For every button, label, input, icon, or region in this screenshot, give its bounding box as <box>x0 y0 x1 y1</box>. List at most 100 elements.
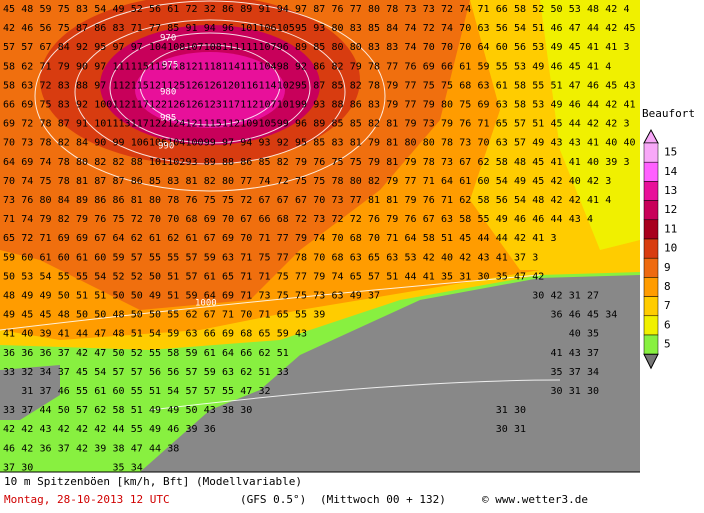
grid-value: 95 <box>295 80 307 91</box>
grid-value: 50 <box>149 310 161 321</box>
grid-value: 106 <box>149 138 167 149</box>
grid-value: 41 <box>605 42 617 53</box>
grid-value: 67 <box>240 214 252 225</box>
grid-value: 87 <box>58 119 70 130</box>
grid-value: 46 <box>569 100 581 111</box>
grid-value: 45 <box>21 310 33 321</box>
grid-value: 56 <box>40 23 52 34</box>
grid-value: 107 <box>259 42 277 53</box>
grid-value: 86 <box>94 23 106 34</box>
grid-value: 64 <box>3 157 15 168</box>
grid-value: 78 <box>58 176 70 187</box>
grid-value: 73 <box>441 157 453 168</box>
grid-value: 80 <box>222 176 234 187</box>
grid-value: 50 <box>131 291 143 302</box>
grid-value: 71 <box>3 214 15 225</box>
grid-value: 82 <box>58 138 70 149</box>
grid-value: 78 <box>40 119 52 130</box>
grid-value: 67 <box>40 42 52 53</box>
isobar-label: 990 <box>158 142 174 152</box>
grid-value: 45 <box>40 310 52 321</box>
grid-value: 61 <box>167 4 179 15</box>
grid-value: 76 <box>405 214 417 225</box>
grid-value: 79 <box>40 214 52 225</box>
grid-value: 54 <box>94 271 106 282</box>
grid-value: 68 <box>350 233 362 244</box>
grid-value: 72 <box>277 176 289 187</box>
grid-value: 81 <box>186 176 198 187</box>
grid-value: 85 <box>350 119 362 130</box>
grid-value: 59 <box>277 329 289 340</box>
grid-value: 121 <box>149 80 167 91</box>
grid-value: 79 <box>295 157 307 168</box>
grid-value: 62 <box>240 367 252 378</box>
grid-value: 3 <box>551 233 557 244</box>
grid-value: 51 <box>149 386 161 397</box>
grid-value: 54 <box>167 386 179 397</box>
grid-value: 78 <box>368 61 380 72</box>
grid-value: 27 <box>587 291 599 302</box>
grid-value: 37 <box>3 462 15 473</box>
grid-value: 121 <box>186 119 204 130</box>
grid-value: 81 <box>386 195 398 206</box>
grid-value: 108 <box>204 42 222 53</box>
grid-value: 61 <box>76 252 88 263</box>
grid-value: 86 <box>131 176 143 187</box>
grid-value: 69 <box>222 329 234 340</box>
grid-value: 82 <box>350 80 362 91</box>
grid-value: 84 <box>386 23 398 34</box>
grid-value: 57 <box>76 405 88 416</box>
grid-value: 88 <box>332 100 344 111</box>
grid-value: 81 <box>386 157 398 168</box>
grid-value: 77 <box>240 176 252 187</box>
grid-value: 84 <box>58 195 70 206</box>
grid-value: 71 <box>240 252 252 263</box>
grid-value: 31 <box>569 386 581 397</box>
grid-value: 49 <box>21 291 33 302</box>
grid-value: 63 <box>441 214 453 225</box>
grid-value: 62 <box>459 195 471 206</box>
grid-value: 31 <box>496 405 508 416</box>
grid-value: 63 <box>478 80 490 91</box>
grid-value: 43 <box>569 348 581 359</box>
grid-value: 31 <box>21 386 33 397</box>
grid-value: 104 <box>167 138 185 149</box>
grid-value: 54 <box>514 23 526 34</box>
grid-value: 87 <box>313 80 325 91</box>
grid-value: 41 <box>532 233 544 244</box>
grid-value: 97 <box>94 61 106 72</box>
grid-value: 92 <box>76 100 88 111</box>
grid-value: 68 <box>240 329 252 340</box>
grid-value: 70 <box>441 42 453 53</box>
grid-value: 118 <box>204 61 222 72</box>
grid-value: 63 <box>496 138 508 149</box>
grid-value: 104 <box>149 42 167 53</box>
grid-value: 54 <box>496 176 508 187</box>
grid-value: 3 <box>624 42 630 53</box>
grid-value: 79 <box>368 157 380 168</box>
grid-value: 77 <box>405 100 417 111</box>
grid-value: 115 <box>204 119 222 130</box>
legend-swatch <box>643 200 659 221</box>
grid-value: 39 <box>94 443 106 454</box>
grid-value: 4 <box>605 195 611 206</box>
grid-value: 74 <box>259 176 271 187</box>
legend-swatch <box>643 257 659 278</box>
grid-value: 65 <box>259 329 271 340</box>
grid-value: 92 <box>76 42 88 53</box>
grid-value: 93 <box>186 157 198 168</box>
grid-value: 41 <box>587 138 599 149</box>
grid-value: 71 <box>478 119 490 130</box>
grid-value: 117 <box>131 100 149 111</box>
grid-value: 35 <box>587 329 599 340</box>
grid-value: 86 <box>240 157 252 168</box>
grid-value: 42 <box>76 348 88 359</box>
grid-value: 45 <box>532 157 544 168</box>
grid-value: 86 <box>313 61 325 72</box>
grid-value: 69 <box>478 100 490 111</box>
grid-value: 63 <box>350 252 362 263</box>
grid-value: 56 <box>149 367 161 378</box>
grid-value: 32 <box>259 386 271 397</box>
grid-value: 91 <box>76 119 88 130</box>
grid-value: 111 <box>240 42 258 53</box>
